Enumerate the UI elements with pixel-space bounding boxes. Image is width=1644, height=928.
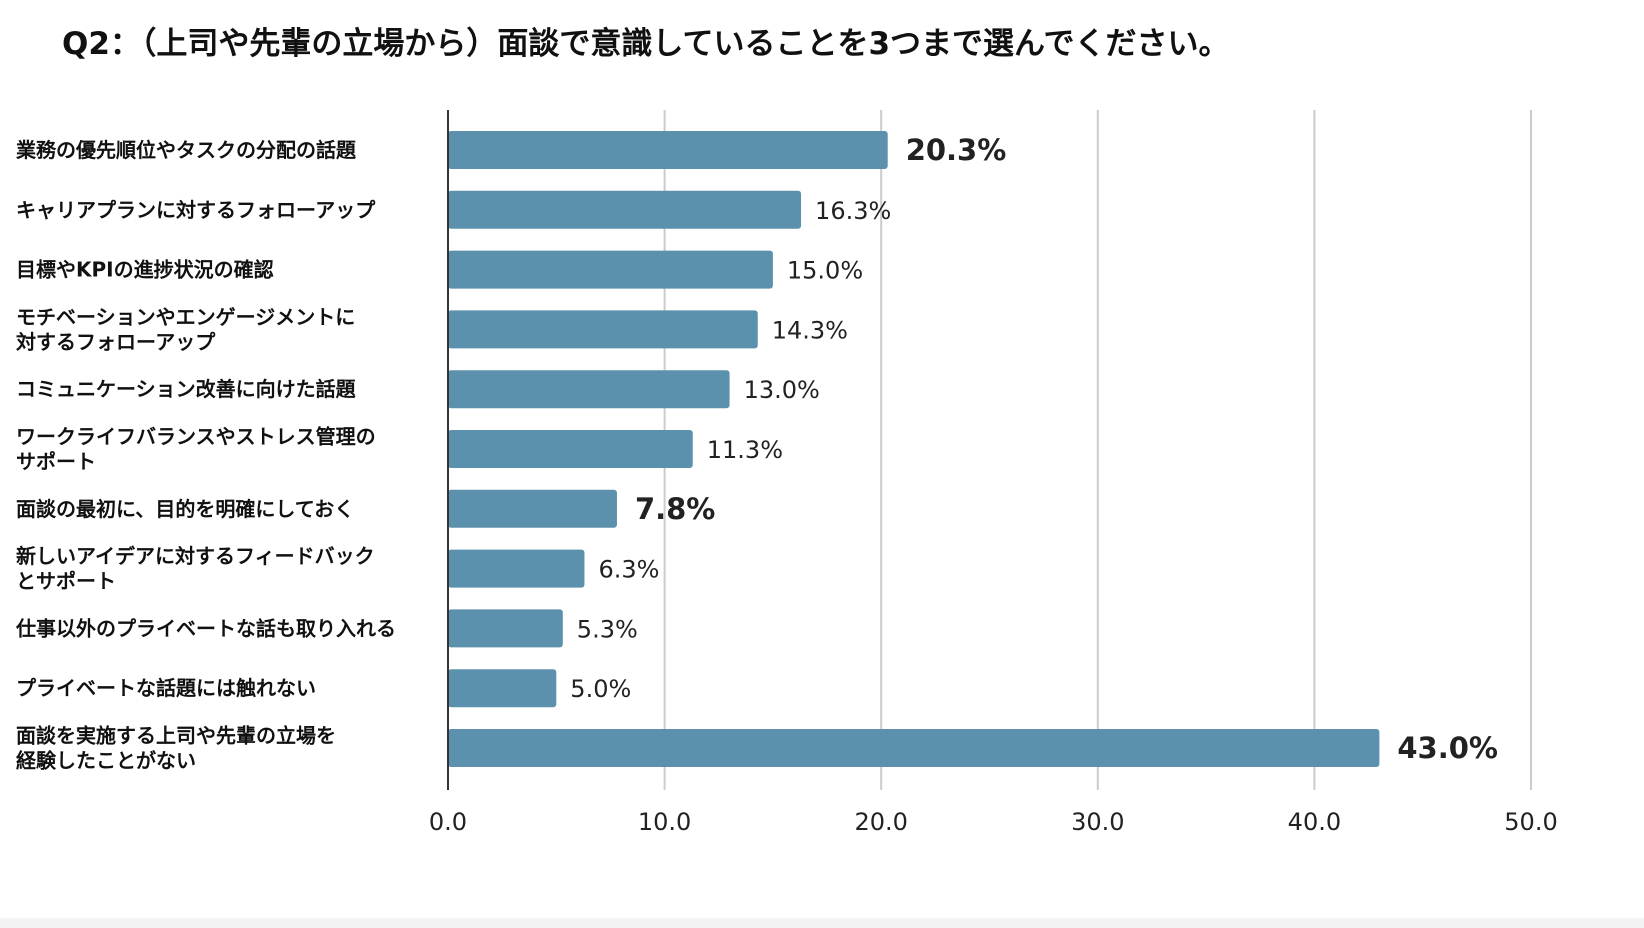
category-label-6: 面談の最初に、目的を明確にしておく (16, 497, 354, 521)
category-label-5-line-0: ワークライフバランスやストレス管理の (16, 425, 376, 449)
chart-title: Q2：（上司や先輩の立場から）面談で意識していることを3つまで選んでください。 (62, 26, 1230, 62)
value-label-3: 14.3% (772, 316, 848, 344)
category-label-3-line-1: 対するフォローアップ (15, 330, 216, 354)
x-tick-label-5: 50.0 (1504, 808, 1557, 836)
bar-7 (448, 549, 585, 588)
bar-9 (448, 669, 557, 708)
footer-strip (0, 918, 1644, 928)
category-label-2: 目標やKPIの進捗状況の確認 (16, 258, 274, 282)
category-label-7-line-0: 新しいアイデアに対するフィードバック (16, 544, 375, 568)
bar-2 (448, 250, 773, 289)
x-tick-label-2: 20.0 (854, 808, 907, 836)
category-label-9: プライベートな話題には触れない (16, 676, 316, 700)
category-label-0: 業務の優先順位やタスクの分配の話題 (16, 138, 357, 162)
category-label-8: 仕事以外のプライベートな話も取り入れる (15, 616, 396, 640)
value-label-2: 15.0% (787, 257, 863, 285)
category-label-10-line-1: 経験したことがない (16, 749, 196, 773)
bar-6 (448, 489, 617, 528)
value-label-6: 7.8% (635, 492, 715, 526)
bar-4 (448, 370, 730, 409)
category-label-5-line-1: サポート (16, 450, 96, 474)
x-tick-label-1: 10.0 (638, 808, 691, 836)
category-label-4: コミュニケーション改善に向けた話題 (16, 377, 357, 401)
bar-3 (448, 310, 758, 349)
x-tick-label-3: 30.0 (1071, 808, 1124, 836)
category-label-3-line-0: モチベーションやエンゲージメントに (16, 305, 355, 329)
bar-10 (448, 729, 1380, 767)
bar-8 (448, 609, 563, 648)
value-label-9: 5.0% (570, 675, 631, 703)
bar-5 (448, 430, 693, 468)
value-label-1: 16.3% (815, 197, 891, 225)
bar-1 (448, 190, 802, 229)
x-tick-label-4: 40.0 (1288, 808, 1341, 836)
value-label-10: 43.0% (1397, 731, 1498, 765)
value-label-8: 5.3% (577, 615, 638, 643)
category-label-1: キャリアプランに対するフォローアップ (16, 198, 376, 222)
bar-0 (448, 131, 888, 169)
value-label-0: 20.3% (906, 133, 1007, 167)
value-label-4: 13.0% (744, 376, 820, 404)
value-label-7: 6.3% (598, 556, 659, 584)
category-label-10-line-0: 面談を実施する上司や先輩の立場を (16, 724, 336, 748)
category-label-7-line-1: とサポート (16, 569, 116, 593)
value-label-5: 11.3% (707, 436, 783, 464)
x-tick-label-0: 0.0 (429, 808, 467, 836)
